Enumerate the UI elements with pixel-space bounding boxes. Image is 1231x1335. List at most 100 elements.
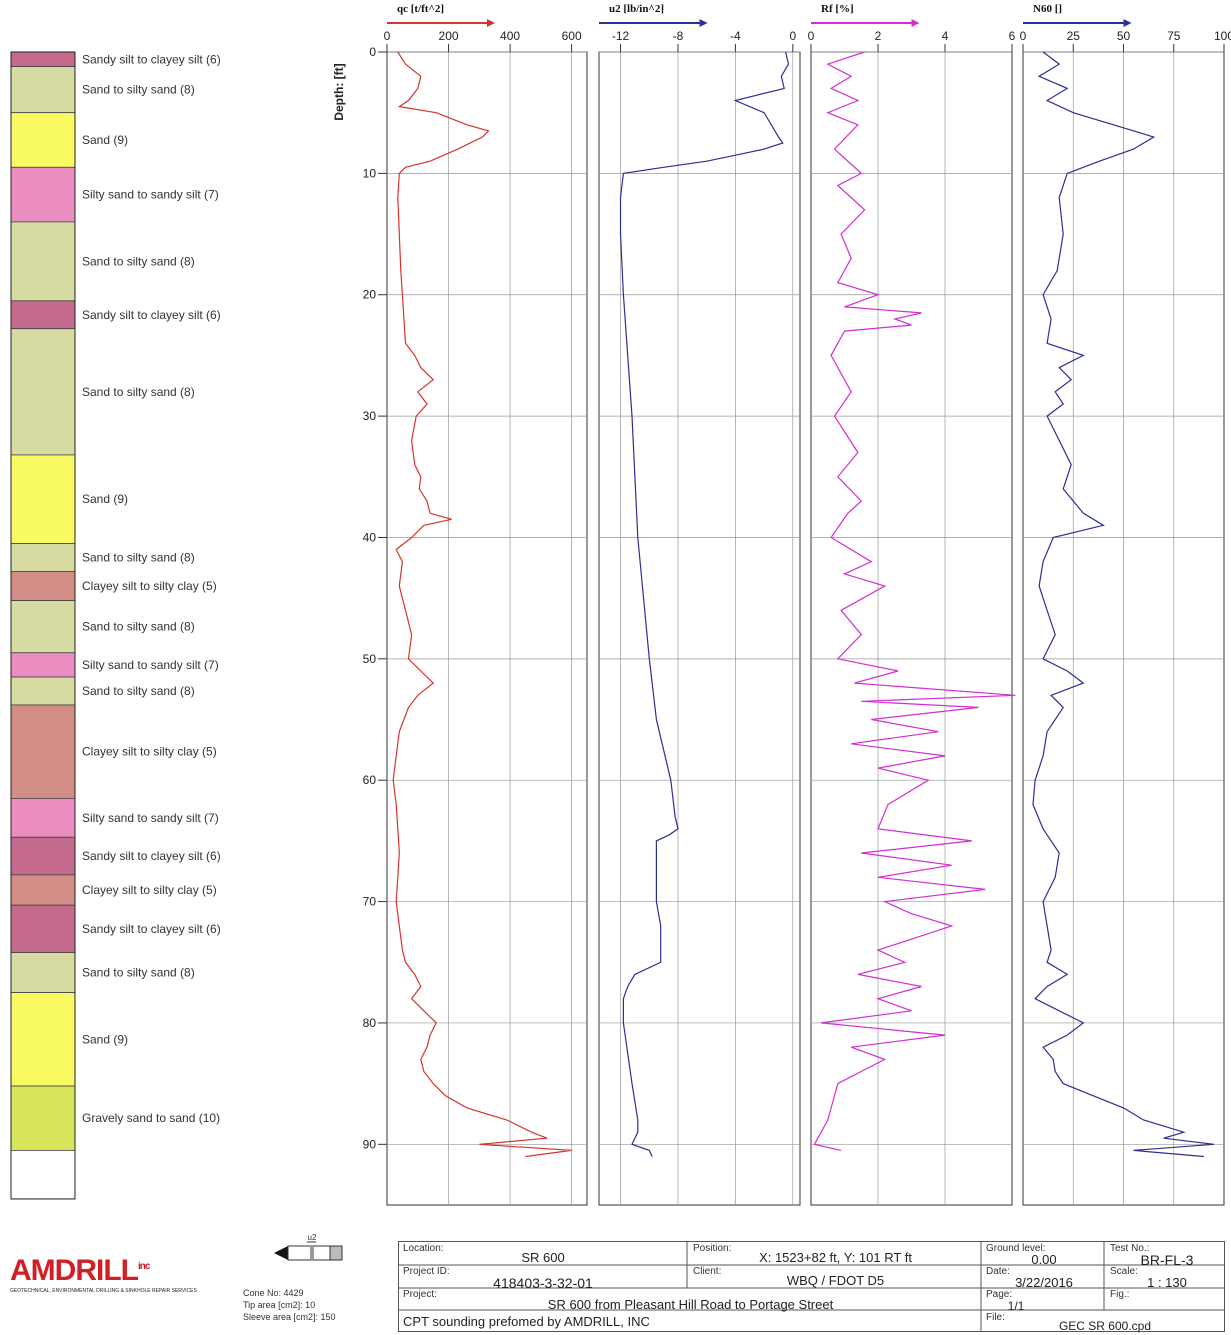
stratum-label-18: Sand to silty sand (8) (82, 966, 195, 980)
info-grid (398, 1241, 1225, 1332)
panel-title-qc: qc [t/ft^2] (397, 3, 444, 15)
stratum-label-12: Sand to silty sand (8) (82, 684, 195, 698)
xtick-u2--4: -4 (730, 29, 741, 43)
stratum-13 (10, 704, 76, 799)
soil-strata-column: Sandy silt to clayey silt (6) Sand to sil… (10, 51, 221, 1200)
logo-mark-a: AM (10, 1254, 56, 1287)
stratum-label-4: Sand to silty sand (8) (82, 254, 195, 268)
xtick-N60-25: 25 (1067, 29, 1081, 43)
xtick-N60-75: 75 (1167, 29, 1181, 43)
stratum-16 (10, 874, 76, 906)
depth-tick-70: 70 (363, 895, 377, 909)
info-date: Date: 3/22/2016 (986, 1266, 1102, 1290)
scale-value: 1 : 130 (1147, 1275, 1187, 1290)
ground-value: 0.00 (1031, 1252, 1057, 1267)
stratum-label-1: Sand to silty sand (8) (82, 83, 195, 97)
panel-N60: 0 25 50 75 100 N60 [] (1020, 3, 1231, 1206)
file-label: File: (986, 1312, 1005, 1323)
stratum-20 (10, 1085, 76, 1151)
logo-tagline: GEOTECHNICAL, ENVIRONMENTAL DRILLING & S… (10, 1288, 197, 1294)
stratum-19 (10, 992, 76, 1087)
info-fig: Fig.: (1110, 1289, 1224, 1300)
depth-tick-60: 60 (363, 773, 377, 787)
depth-tick-20: 20 (363, 288, 377, 302)
position-label: Position: (693, 1243, 732, 1254)
ground-label: Ground level: (986, 1243, 1046, 1254)
depth-tick-40: 40 (363, 530, 377, 544)
stratum-label-0: Sandy silt to clayey silt (6) (82, 52, 221, 66)
panel-colorbar-arrow-u2 (699, 19, 708, 27)
stratum-4 (10, 221, 76, 302)
stratum-label-13: Clayey silt to silty clay (5) (82, 745, 217, 759)
stratum-2 (10, 112, 76, 168)
depth-tick-30: 30 (363, 409, 377, 423)
scale-label: Scale: (1110, 1266, 1138, 1277)
stratum-label-16: Clayey silt to silty clay (5) (82, 883, 217, 897)
location-value: SR 600 (521, 1250, 565, 1265)
depth-ticks: 0 10 20 30 40 50 60 70 80 90 (363, 45, 387, 1151)
stratum-5 (10, 300, 76, 330)
xtick-Rf-0: 0 (808, 29, 815, 43)
panel-title-Rf: Rf [%] (821, 3, 854, 15)
stratum-label-7: Sand (9) (82, 492, 128, 506)
panel-u2: -12 -8 -4 0 u2 [lb/in^2] (598, 3, 801, 1206)
panel-frame-Rf (810, 51, 1013, 1206)
series-line-Rf (813, 51, 1016, 1151)
amdrill-logo: AMDRILLinc GEOTECHNICAL, ENVIRONMENTAL D… (10, 1254, 200, 1295)
cone-number: Cone No: 4429 (243, 1288, 304, 1298)
depth-tick-80: 80 (363, 1016, 377, 1030)
cone-symbol-label: u2 (308, 1233, 317, 1242)
xtick-N60-50: 50 (1117, 29, 1131, 43)
panel-Rf: 0 2 4 6 Rf [%] (808, 3, 1016, 1206)
stratum-3 (10, 166, 76, 223)
stratum-label-10: Sand to silty sand (8) (82, 620, 195, 634)
stratum-label-6: Sand to silty sand (8) (82, 385, 195, 399)
fig-label: Fig.: (1110, 1289, 1130, 1300)
info-file: File: GEC SR 600.cpd (986, 1312, 1224, 1333)
project-value: SR 600 from Pleasant Hill Road to Portag… (547, 1297, 834, 1312)
info-location: Location: SR 600 (403, 1243, 683, 1265)
info-test-no: Test No.: BR-FL-3 (1110, 1243, 1224, 1268)
xtick-qc-600: 600 (562, 29, 582, 43)
position-value: X: 1523+82 ft, Y: 101 RT ft (759, 1250, 912, 1265)
logo-mark-b: DRILL (54, 1254, 139, 1287)
series-line-N60 (1032, 51, 1215, 1158)
stratum-label-11: Silty sand to sandy silt (7) (82, 658, 219, 672)
stratum-11 (10, 652, 76, 678)
testno-value: BR-FL-3 (1140, 1252, 1194, 1268)
xtick-Rf-4: 4 (942, 29, 949, 43)
series-line-u2 (619, 51, 790, 1157)
stratum-1 (10, 66, 76, 114)
client-value: WBQ / FDOT D5 (786, 1273, 885, 1288)
stratum-label-5: Sandy silt to clayey silt (6) (82, 308, 221, 322)
stratum-label-17: Sandy silt to clayey silt (6) (82, 922, 221, 936)
depth-axis-label: Depth: [ft] (332, 63, 346, 120)
stratum-9 (10, 571, 76, 601)
stratum-15 (10, 836, 76, 876)
stratum-18 (10, 952, 76, 994)
xtick-u2-0: 0 (789, 29, 796, 43)
panel-frame-qc (386, 51, 588, 1206)
xtick-u2--8: -8 (673, 29, 684, 43)
xtick-N60-0: 0 (1020, 29, 1027, 43)
cone-icon: u2 (274, 1233, 343, 1261)
xtick-qc-0: 0 (384, 29, 391, 43)
xtick-N60-100: 100 (1214, 29, 1231, 43)
logo-mark: AMDRILLinc (10, 1254, 200, 1288)
cpt-plot: Sandy silt to clayey silt (6) Sand to sil… (10, 3, 1231, 1206)
info-client: Client: WBQ / FDOT D5 (693, 1266, 978, 1288)
stratum-12 (10, 676, 76, 706)
date-label: Date: (986, 1266, 1010, 1277)
info-project-id: Project ID: 418403-3-32-01 (403, 1266, 683, 1291)
panel-title-u2: u2 [lb/in^2] (609, 3, 664, 15)
depth-tick-0: 0 (369, 45, 376, 59)
stratum-label-8: Sand to silty sand (8) (82, 550, 195, 564)
page-value: 1/1 (1007, 1299, 1025, 1313)
info-remark: CPT sounding prefomed by AMDRILL, INC (403, 1314, 978, 1329)
panel-title-N60: N60 [] (1033, 3, 1062, 15)
logo-mark-c: inc (137, 1261, 150, 1272)
client-label: Client: (693, 1266, 722, 1277)
xtick-Rf-6: 6 (1009, 29, 1016, 43)
stratum-14 (10, 798, 76, 838)
